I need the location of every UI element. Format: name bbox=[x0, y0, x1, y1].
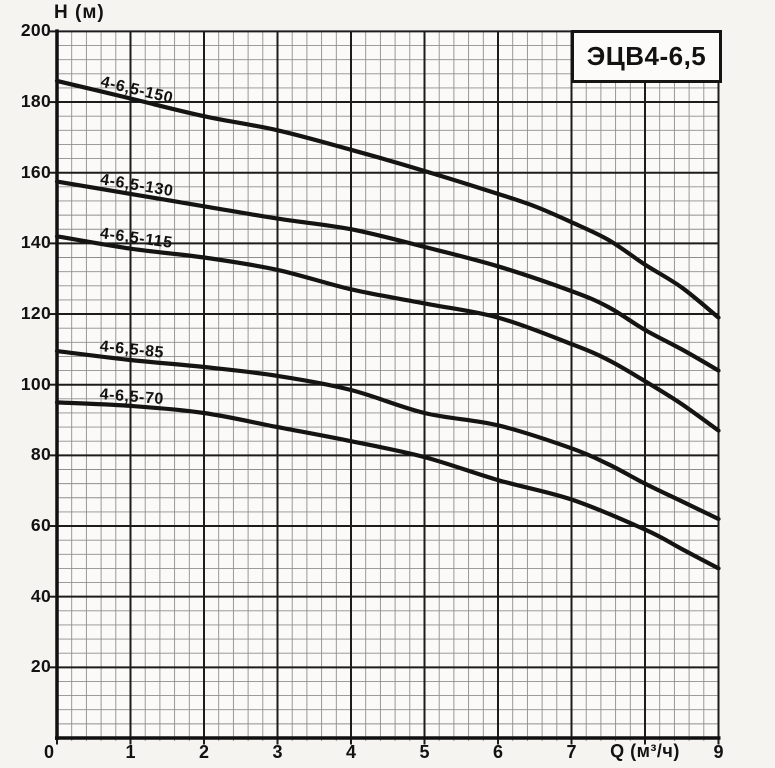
pump-model-label: ЭЦВ4-6,5 bbox=[586, 41, 707, 71]
y-tick-label: 180 bbox=[20, 91, 51, 112]
pump-curve-4-6-5-130 bbox=[54, 179, 721, 373]
pump-model-box: ЭЦВ4-6,5 bbox=[571, 30, 722, 83]
x-tick-label: 5 bbox=[419, 742, 430, 762]
curve-label: 4-6,5-130 bbox=[99, 170, 175, 200]
x-tick-label: 9 bbox=[713, 742, 724, 762]
curve-label: 4-6,5-115 bbox=[99, 225, 174, 253]
x-axis-title: Q (м³/ч) bbox=[610, 741, 680, 761]
y-tick-label: 60 bbox=[30, 515, 51, 536]
y-tick-label: 80 bbox=[30, 444, 51, 465]
y-axis-title: H (м) bbox=[54, 2, 105, 23]
y-tick-label: 40 bbox=[30, 585, 51, 606]
pump-curve-4-6-5-150 bbox=[54, 78, 721, 320]
curve-label: 4-6,5-85 bbox=[99, 338, 165, 362]
x-tick-label: 0 bbox=[43, 742, 54, 762]
x-tick-label: 4 bbox=[345, 742, 356, 762]
curve-label: 4-6,5-150 bbox=[99, 73, 175, 108]
x-tick-label: 3 bbox=[272, 742, 283, 762]
y-tick-label: 20 bbox=[30, 656, 51, 677]
y-tick-label: 100 bbox=[20, 373, 51, 394]
pump-curve-4-6-5-85 bbox=[54, 349, 721, 522]
y-tick-label: 200 bbox=[20, 20, 51, 41]
x-tick-label: 1 bbox=[125, 742, 136, 762]
x-tick-label: 2 bbox=[198, 742, 209, 762]
y-tick-label: 160 bbox=[20, 161, 51, 182]
x-tick-label: 6 bbox=[492, 742, 503, 762]
x-tick-label: 7 bbox=[566, 742, 577, 762]
pump-curve-4-6-5-115 bbox=[54, 234, 721, 433]
curve-label: 4-6,5-70 bbox=[99, 386, 165, 409]
y-tick-label: 120 bbox=[20, 303, 51, 324]
pump-curve-4-6-5-70 bbox=[54, 400, 721, 571]
y-tick-label: 140 bbox=[20, 232, 51, 253]
